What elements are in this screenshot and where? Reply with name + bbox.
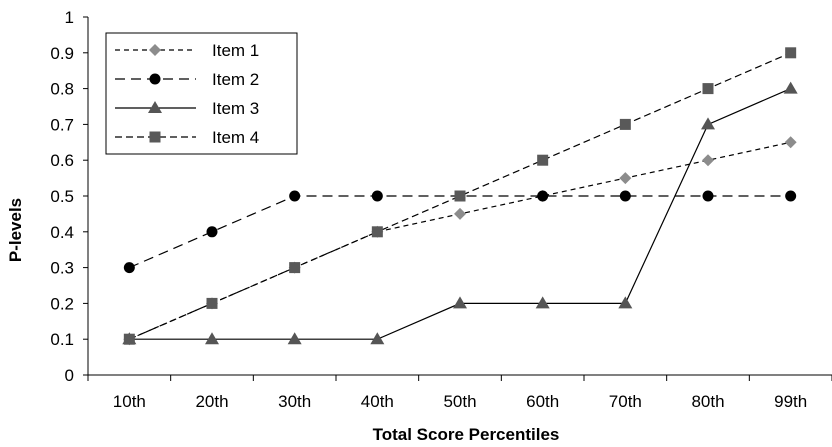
series-line — [129, 142, 790, 339]
legend-circle-marker — [150, 74, 161, 85]
legend-box — [106, 33, 297, 154]
y-tick-label: 0.1 — [50, 330, 74, 349]
series-2 — [124, 191, 796, 274]
y-tick-label: 0.7 — [50, 115, 74, 134]
x-tick-label: 40th — [361, 392, 394, 411]
x-tick-label: 50th — [443, 392, 476, 411]
y-tick-label: 0.8 — [50, 80, 74, 99]
y-tick-label: 0.5 — [50, 187, 74, 206]
square-marker — [620, 119, 631, 130]
series-1 — [123, 136, 796, 345]
diamond-marker — [785, 136, 797, 148]
triangle-marker — [205, 332, 219, 344]
x-tick-label: 99th — [774, 392, 807, 411]
triangle-marker — [618, 296, 632, 308]
legend-square-marker — [150, 132, 161, 143]
legend-label: Item 3 — [212, 99, 259, 118]
y-tick-label: 0.3 — [50, 259, 74, 278]
circle-marker — [289, 191, 300, 202]
triangle-marker — [370, 332, 384, 344]
circle-marker — [372, 191, 383, 202]
circle-marker — [703, 191, 714, 202]
square-marker — [537, 155, 548, 166]
square-marker — [703, 83, 714, 94]
circle-marker — [207, 226, 218, 237]
y-tick-label: 1 — [65, 8, 74, 27]
circle-marker — [124, 262, 135, 273]
triangle-marker — [453, 296, 467, 308]
legend-label: Item 4 — [212, 128, 259, 147]
y-tick-label: 0.9 — [50, 44, 74, 63]
triangle-marker — [288, 332, 302, 344]
y-tick-label: 0 — [65, 366, 74, 385]
x-tick-label: 70th — [609, 392, 642, 411]
series-line — [129, 196, 790, 268]
diamond-marker — [619, 172, 631, 184]
square-marker — [455, 191, 466, 202]
diamond-marker — [702, 154, 714, 166]
square-marker — [372, 226, 383, 237]
x-tick-label: 60th — [526, 392, 559, 411]
triangle-marker — [701, 117, 715, 129]
square-marker — [785, 47, 796, 58]
triangle-marker — [784, 82, 798, 94]
y-axis-ticks: 0 0.1 0.2 0.3 0.4 0.5 0.6 0.7 0.8 0.9 1 — [50, 8, 88, 385]
x-axis-ticks: 10th 20th 30th 40th 50th 60th 70th 80th 99th — [88, 375, 832, 411]
y-tick-label: 0.2 — [50, 294, 74, 313]
x-tick-label: 10th — [113, 392, 146, 411]
legend-label: Item 1 — [212, 41, 259, 60]
x-axis-title: Total Score Percentiles — [373, 425, 560, 444]
circle-marker — [620, 191, 631, 202]
x-tick-label: 30th — [278, 392, 311, 411]
diamond-marker — [454, 208, 466, 220]
x-tick-label: 80th — [691, 392, 724, 411]
x-tick-label: 20th — [195, 392, 228, 411]
circle-marker — [537, 191, 548, 202]
circle-marker — [785, 191, 796, 202]
y-axis-title: P-levels — [6, 198, 25, 262]
y-tick-label: 0.4 — [50, 223, 74, 242]
square-marker — [289, 262, 300, 273]
legend-label: Item 2 — [212, 70, 259, 89]
square-marker — [124, 334, 135, 345]
legend: Item 1 Item 2 Item 3 Item 4 — [106, 33, 297, 154]
square-marker — [207, 298, 218, 309]
triangle-marker — [536, 296, 550, 308]
y-tick-label: 0.6 — [50, 151, 74, 170]
